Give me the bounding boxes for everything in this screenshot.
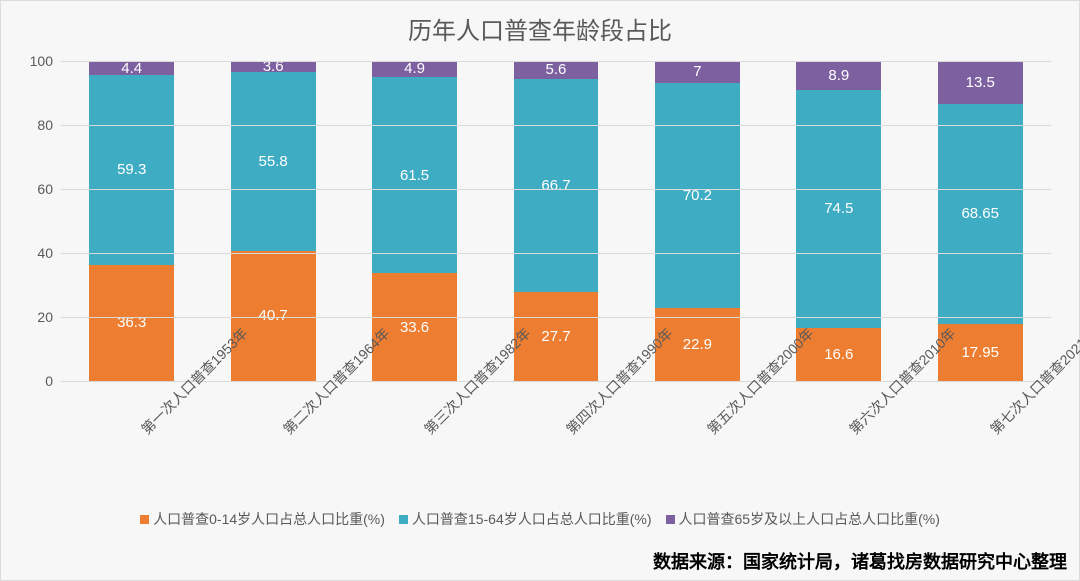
bar-segment-age_65_up: 8.9 [796,61,881,89]
legend-swatch [399,515,408,524]
legend-label: 人口普查15-64岁人口占总人口比重(%) [412,509,652,529]
y-tick-label: 60 [37,181,53,197]
legend-label: 人口普查0-14岁人口占总人口比重(%) [153,509,385,529]
bar-segment-age_15_64: 61.5 [372,77,457,274]
bar-segment-age_65_up: 4.9 [372,61,457,77]
bar-segment-age_15_64: 68.65 [938,104,1023,324]
gridline [61,253,1051,254]
bar-stack: 36.359.34.4 [89,61,174,381]
legend-item: 人口普查15-64岁人口占总人口比重(%) [399,509,652,529]
bar-segment-age_15_64: 66.7 [514,79,599,292]
bar-segment-age_0_14: 33.6 [372,273,457,381]
gridline [61,125,1051,126]
y-tick-label: 80 [37,117,53,133]
legend-item: 人口普查0-14岁人口占总人口比重(%) [140,509,385,529]
y-tick-label: 40 [37,245,53,261]
bar-groups: 36.359.34.440.755.83.633.661.54.927.766.… [61,61,1051,381]
y-tick-label: 0 [45,373,53,389]
bar-segment-age_65_up: 4.4 [89,61,174,75]
legend: 人口普查0-14岁人口占总人口比重(%) 人口普查15-64岁人口占总人口比重(%… [1,509,1079,529]
data-source: 数据来源：国家统计局，诸葛找房数据研究中心整理 [653,548,1067,574]
chart-title: 历年人口普查年龄段占比 [1,1,1079,52]
bar-segment-age_15_64: 70.2 [655,83,740,308]
legend-swatch [666,515,675,524]
y-tick-label: 100 [30,53,53,69]
legend-swatch [140,515,149,524]
census-age-chart: 历年人口普查年龄段占比 36.359.34.4 40.755.83.6 33.661… [0,0,1080,581]
bar-segment-age_0_14: 36.3 [89,265,174,381]
gridline [61,317,1051,318]
legend-label: 人口普查65岁及以上人口占总人口比重(%) [679,509,940,529]
bar-segment-age_65_up: 13.5 [938,61,1023,104]
bar-segment-age_15_64: 59.3 [89,75,174,265]
y-tick-label: 20 [37,309,53,325]
bar-group: 36.359.34.4 [89,61,174,381]
bar-segment-age_65_up: 5.6 [514,61,599,79]
plot-area: 36.359.34.440.755.83.633.661.54.927.766.… [61,61,1051,381]
legend-item: 人口普查65岁及以上人口占总人口比重(%) [666,509,940,529]
x-axis-labels: 第一次人口普查1953年第二次人口普查1964年第三次人口普查1982年第四次人… [61,381,1051,511]
bar-segment-age_0_14: 40.7 [231,251,316,381]
bar-segment-age_65_up: 7 [655,61,740,83]
gridline [61,189,1051,190]
bar-segment-age_15_64: 55.8 [231,72,316,251]
gridline [61,61,1051,62]
bar-segment-age_65_up: 3.6 [231,61,316,73]
bar-segment-age_0_14: 22.9 [655,308,740,381]
